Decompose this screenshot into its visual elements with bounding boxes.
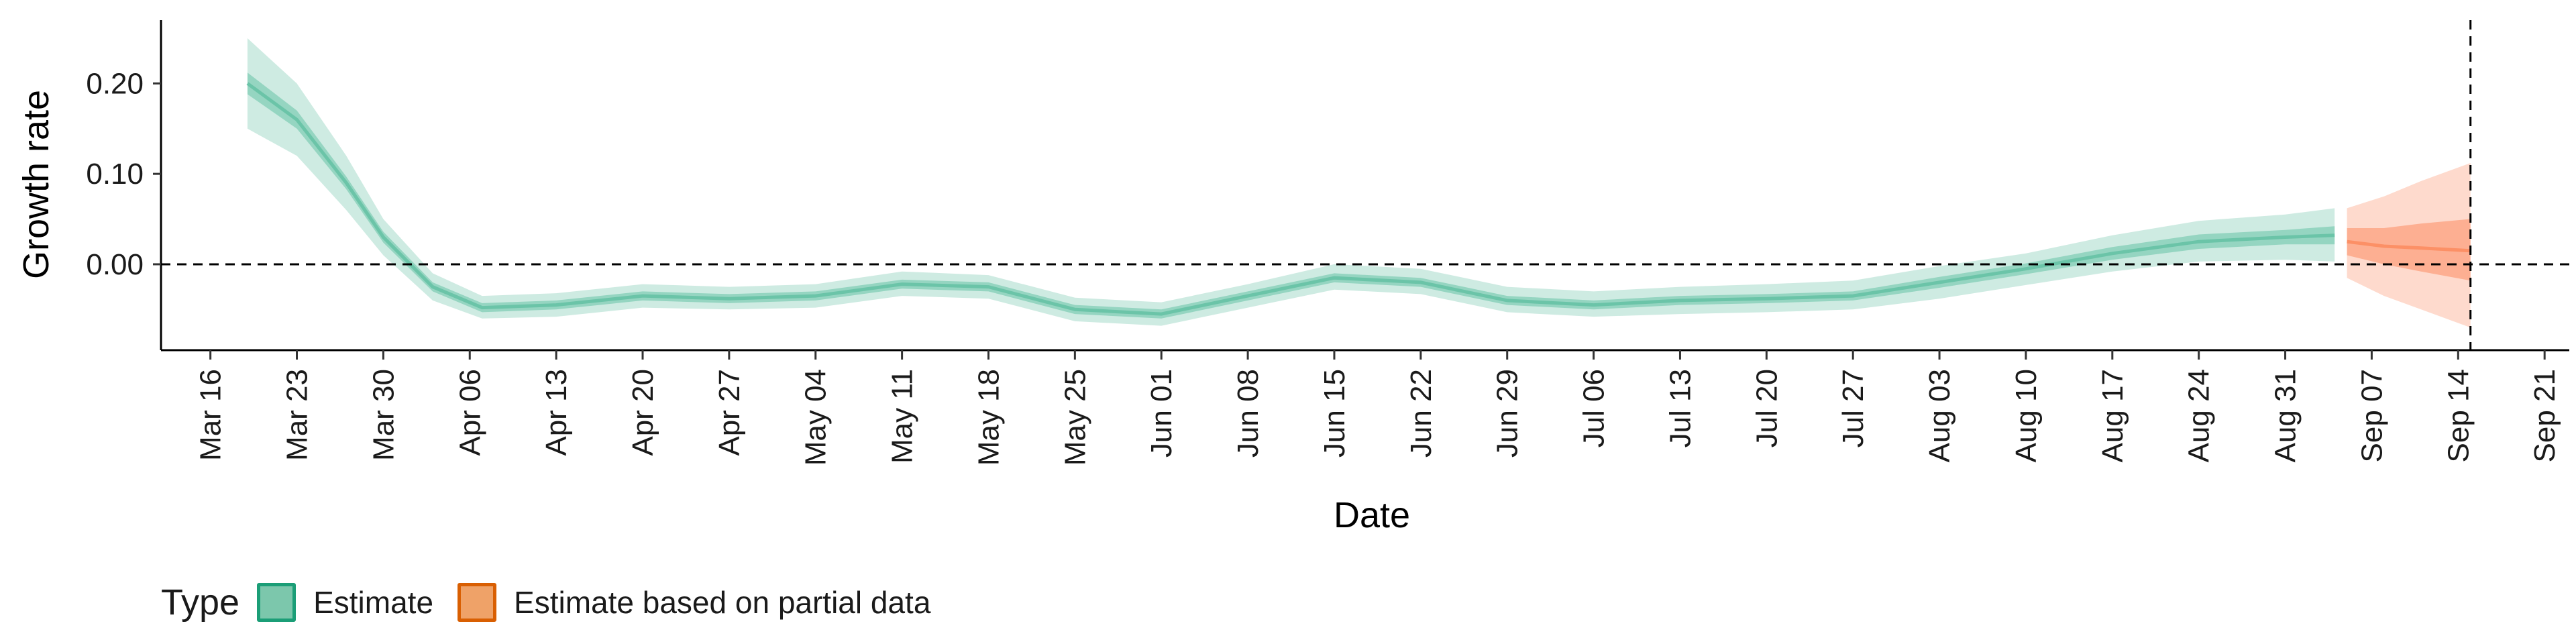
x-tick-label: Aug 10 <box>2010 369 2043 462</box>
median-line-partial <box>2347 239 2471 253</box>
y-tick-label: 0.00 <box>86 248 144 281</box>
legend: Type Estimate Estimate based on partial … <box>161 576 955 629</box>
legend-label-estimate: Estimate <box>313 585 434 620</box>
x-tick-label: Aug 24 <box>2183 369 2216 462</box>
x-tick-label: Mar 30 <box>367 369 400 461</box>
y-axis-title: Growth rate <box>16 90 56 279</box>
plot-area: 0.00 0.10 0.20 Mar 16 Mar 23 Mar 30 Apr 06 Apr … <box>86 20 2569 466</box>
x-tick-label: Mar 23 <box>281 369 314 461</box>
x-tick-label: Apr 27 <box>713 369 746 456</box>
band-50-estimate <box>247 72 2335 319</box>
x-tick-label: Apr 13 <box>540 369 573 456</box>
legend-swatch-partial <box>458 583 497 622</box>
x-tick-label: May 25 <box>1059 369 1091 466</box>
x-tick-label: Sep 14 <box>2442 369 2475 462</box>
x-tick-label: May 04 <box>800 369 833 466</box>
x-tick-label: Jun 15 <box>1318 369 1351 458</box>
median-line-estimate <box>246 82 2335 316</box>
legend-item-estimate: Estimate <box>257 583 433 622</box>
x-tick-label: Apr 06 <box>453 369 486 456</box>
x-tick-label: Aug 17 <box>2096 369 2129 462</box>
y-tick-label: 0.10 <box>86 158 144 191</box>
x-tick-label: Aug 31 <box>2269 369 2302 462</box>
x-tick-label: Aug 03 <box>1923 369 1956 462</box>
legend-item-partial: Estimate based on partial data <box>458 583 930 622</box>
x-tick-label: Sep 07 <box>2355 369 2388 462</box>
legend-swatch-estimate <box>257 583 297 622</box>
x-tick-label: Jul 27 <box>1837 369 1870 447</box>
x-tick-label: Mar 16 <box>195 369 227 461</box>
x-tick-label: Apr 20 <box>627 369 659 456</box>
x-tick-label: Jun 29 <box>1491 369 1524 458</box>
legend-label-partial: Estimate based on partial data <box>514 585 931 620</box>
x-tick-label: Jul 20 <box>1750 369 1783 447</box>
x-tick-label: Jun 22 <box>1405 369 1438 458</box>
x-tick-label: May 11 <box>886 369 919 464</box>
x-tick-label: Sep 21 <box>2528 369 2561 462</box>
x-tick-label: May 18 <box>973 369 1006 466</box>
x-tick-label: Jun 01 <box>1145 369 1178 458</box>
x-axis-title: Date <box>1334 495 1410 535</box>
x-tick-label: Jul 06 <box>1578 369 1611 447</box>
x-tick-label: Jun 08 <box>1232 369 1265 458</box>
x-tick-label: Jul 13 <box>1664 369 1697 447</box>
y-tick-label: 0.20 <box>86 67 144 100</box>
legend-title: Type <box>161 582 240 623</box>
